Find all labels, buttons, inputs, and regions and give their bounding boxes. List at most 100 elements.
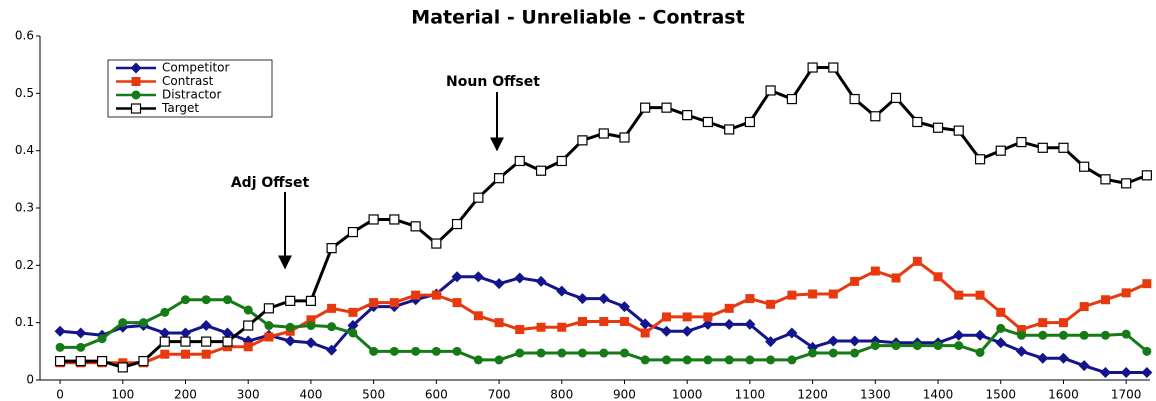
point [891, 273, 901, 283]
point [411, 290, 421, 300]
point [1079, 302, 1089, 312]
point [306, 315, 316, 325]
point [180, 295, 190, 305]
point [494, 318, 504, 328]
point [514, 272, 526, 284]
chart-title: Material - Unreliable - Contrast [411, 7, 744, 29]
point [765, 85, 776, 96]
point [160, 349, 170, 359]
point [201, 349, 211, 359]
point [995, 145, 1006, 156]
point [473, 192, 484, 203]
point [1100, 330, 1110, 340]
point [326, 243, 337, 254]
point [451, 218, 463, 230]
point [493, 278, 505, 290]
point [975, 347, 985, 357]
point [347, 226, 359, 238]
point [786, 327, 798, 339]
point [954, 341, 964, 351]
point [75, 327, 87, 339]
point [640, 328, 650, 338]
x-tick-label: 1600 [1048, 388, 1079, 401]
point [724, 124, 735, 135]
point [932, 122, 944, 133]
point [703, 355, 713, 365]
point [681, 325, 693, 337]
y-tick-label: 0.3 [15, 201, 34, 215]
point [808, 289, 818, 299]
point [431, 346, 441, 356]
point [912, 341, 922, 351]
point [639, 318, 651, 330]
point [222, 336, 233, 347]
legend-marker [130, 103, 142, 114]
point [389, 214, 400, 225]
point [452, 298, 462, 308]
point [473, 355, 483, 365]
point [223, 295, 233, 305]
point [577, 348, 587, 358]
point [912, 116, 923, 128]
point [557, 348, 567, 358]
x-tick-label: 100 [111, 388, 134, 401]
point [744, 116, 755, 128]
point [1100, 174, 1111, 185]
point [1037, 352, 1049, 364]
point [724, 355, 734, 365]
point [703, 312, 713, 322]
point [223, 342, 233, 352]
point [1142, 279, 1152, 289]
x-tick-label: 600 [425, 388, 448, 401]
point [515, 348, 525, 358]
point [54, 355, 66, 367]
point [850, 276, 860, 286]
point [598, 293, 610, 305]
x-tick-label: 300 [237, 388, 260, 401]
point [411, 346, 421, 356]
point [808, 348, 818, 358]
point [305, 337, 317, 349]
point [974, 329, 986, 341]
point [1057, 352, 1069, 364]
point [682, 312, 692, 322]
point [222, 327, 234, 339]
point [389, 298, 399, 308]
point [640, 355, 650, 365]
point [953, 329, 965, 341]
point [974, 154, 986, 165]
point [347, 320, 359, 332]
point [661, 355, 671, 365]
legend-label: Contrast [162, 74, 214, 88]
point [1058, 330, 1068, 340]
point [786, 93, 798, 105]
point [306, 321, 316, 331]
point [1078, 360, 1090, 372]
point [1038, 330, 1048, 340]
point [660, 325, 672, 337]
point [263, 303, 274, 314]
y-tick-label: 0 [26, 373, 34, 387]
point [76, 342, 86, 352]
point [138, 355, 149, 367]
point [661, 312, 671, 322]
point [1037, 142, 1048, 153]
point [514, 155, 525, 167]
x-tick-label: 800 [550, 388, 573, 401]
point [1120, 367, 1132, 379]
point [159, 336, 170, 347]
x-tick-label: 700 [488, 388, 511, 401]
point [745, 355, 755, 365]
legend-label: Distractor [162, 88, 221, 102]
point [556, 155, 567, 167]
point [723, 318, 735, 330]
point [369, 298, 379, 308]
point [1141, 367, 1153, 379]
point [556, 285, 568, 297]
point [285, 322, 295, 332]
point [850, 348, 860, 358]
point [1121, 288, 1131, 298]
point [953, 125, 964, 136]
point [870, 111, 881, 122]
